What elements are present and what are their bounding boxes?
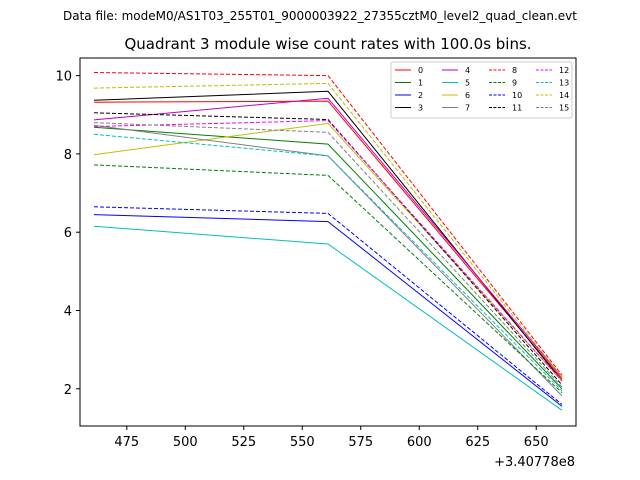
series-line-0 [93, 100, 563, 380]
x-axis-offset-label: +3.40778e8 [494, 455, 575, 470]
y-tick-label: 2 [64, 383, 72, 398]
series-line-11 [93, 112, 563, 386]
x-tick-label: 550 [290, 435, 315, 450]
chart-title: Quadrant 3 module wise count rates with … [124, 35, 531, 53]
legend-label-15: 15 [559, 104, 569, 113]
legend-label-5: 5 [465, 79, 470, 88]
x-tick-label: 525 [231, 435, 256, 450]
legend-label-3: 3 [418, 104, 423, 113]
series-layer [93, 72, 563, 411]
legend-label-4: 4 [465, 66, 470, 75]
chart-suptitle: Data file: modeM0/AS1T03_255T01_90000039… [63, 9, 577, 23]
legend-label-13: 13 [559, 79, 569, 88]
series-line-2 [93, 214, 563, 407]
series-line-4 [93, 97, 563, 378]
series-line-8 [93, 72, 563, 376]
legend-label-9: 9 [512, 79, 517, 88]
x-tick-label: 600 [407, 435, 432, 450]
x-tick-label: 575 [348, 435, 373, 450]
series-line-15 [93, 122, 563, 388]
legend-label-12: 12 [559, 66, 569, 75]
series-line-6 [93, 122, 563, 382]
legend-label-7: 7 [465, 104, 470, 113]
legend-label-0: 0 [418, 66, 423, 75]
y-tick-label: 6 [64, 226, 72, 241]
series-line-1 [93, 126, 563, 390]
legend-label-8: 8 [512, 66, 517, 75]
series-line-5 [93, 225, 563, 411]
series-line-14 [93, 82, 563, 378]
legend-label-10: 10 [512, 91, 522, 100]
y-tick-label: 4 [64, 305, 72, 320]
legend-box [390, 61, 573, 119]
plot-frame [79, 57, 577, 427]
series-line-9 [93, 164, 563, 394]
y-tick-label: 10 [55, 70, 72, 85]
series-line-10 [93, 206, 563, 405]
x-tick-label: 475 [114, 435, 139, 450]
legend-label-14: 14 [559, 91, 569, 100]
x-tick-label: 650 [524, 435, 549, 450]
legend-label-2: 2 [418, 91, 423, 100]
y-tick-label: 8 [64, 148, 72, 163]
legend-label-11: 11 [512, 104, 522, 113]
x-tick-label: 500 [173, 435, 198, 450]
x-tick-label: 625 [465, 435, 490, 450]
legend-label-1: 1 [418, 79, 423, 88]
legend-label-6: 6 [465, 91, 470, 100]
series-line-12 [93, 120, 563, 382]
series-line-7 [93, 124, 563, 397]
series-line-13 [93, 133, 563, 392]
